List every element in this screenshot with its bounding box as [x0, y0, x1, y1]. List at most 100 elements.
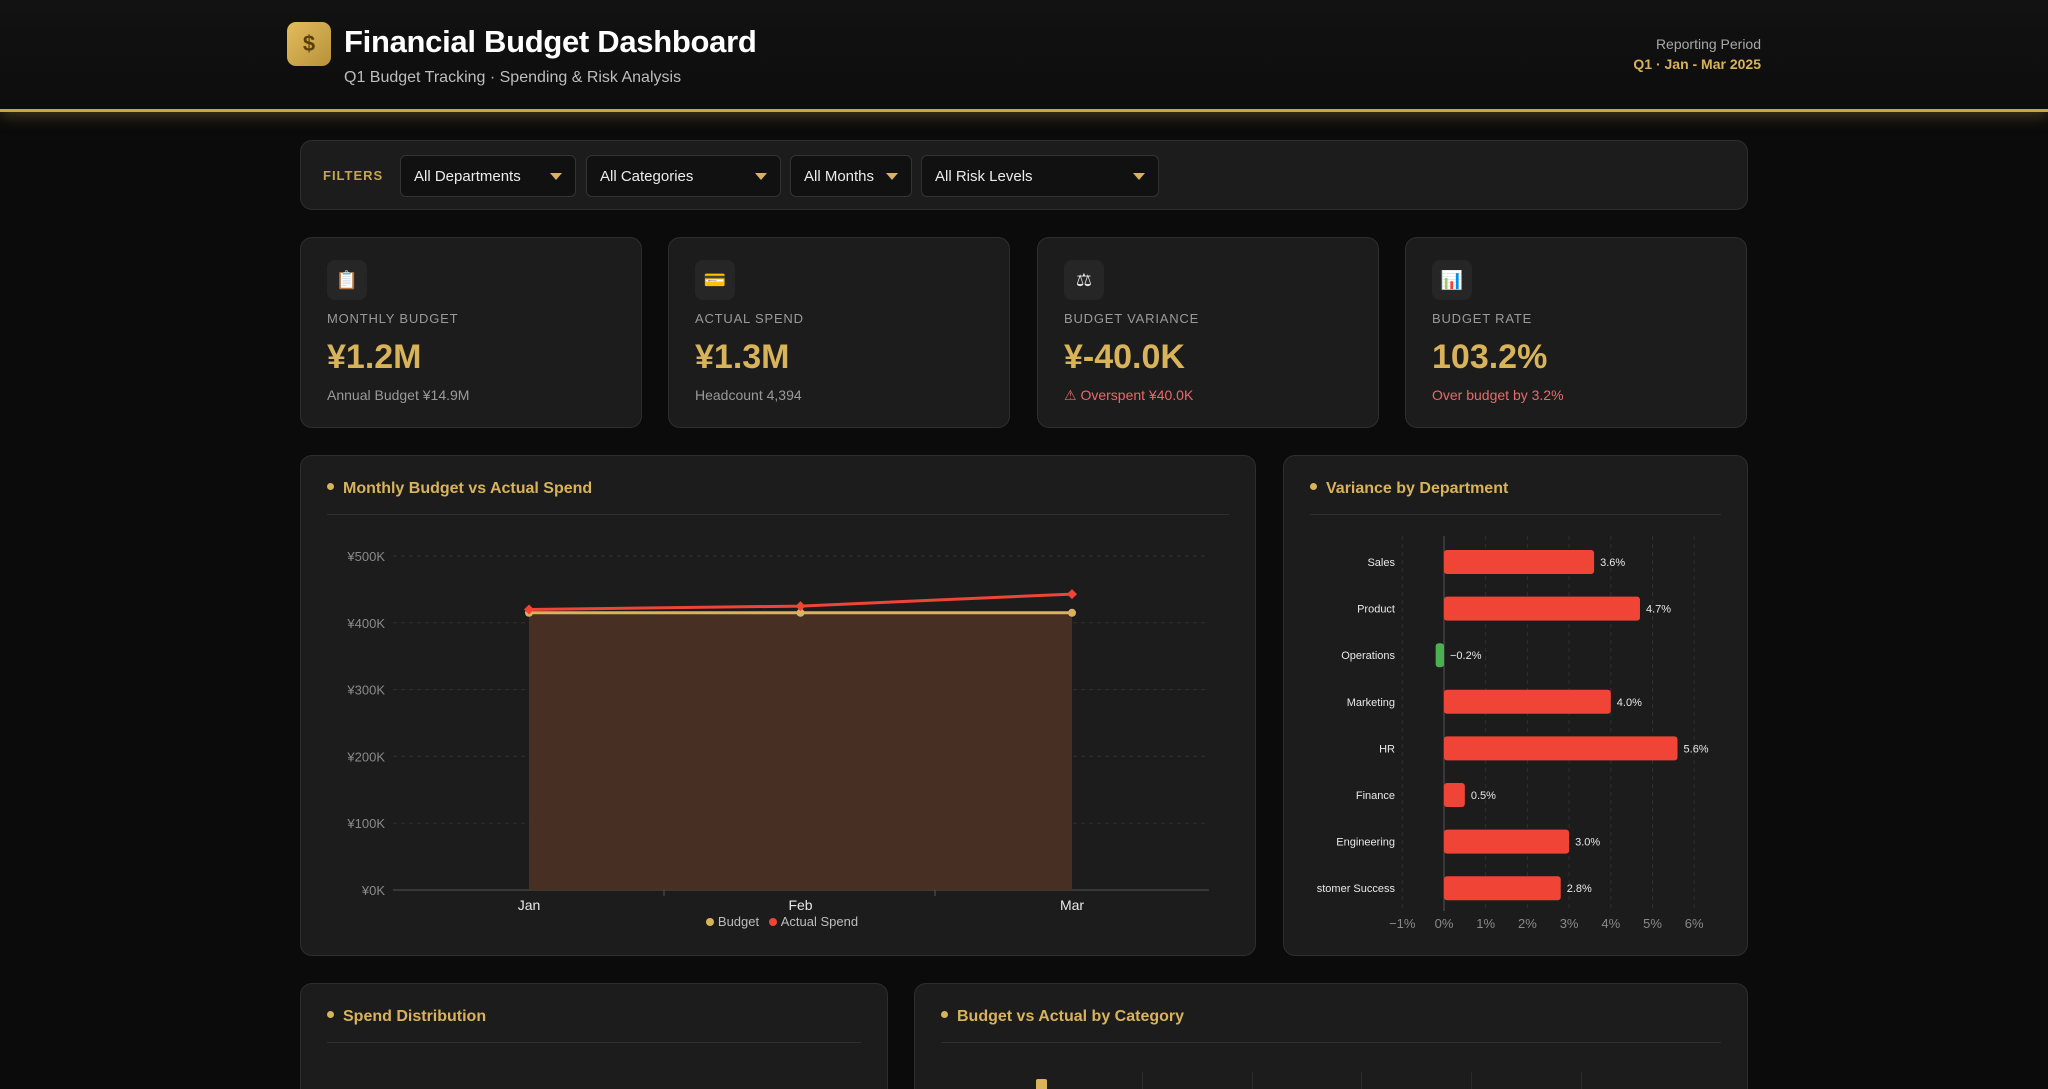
kpi-note: Annual Budget ¥14.9M	[327, 387, 470, 403]
y-tick-label: ¥100K	[346, 816, 385, 831]
x-tick-label: 0%	[1435, 916, 1454, 931]
reporting-period-value: Q1 · Jan - Mar 2025	[1633, 56, 1761, 72]
variance-bar	[1444, 829, 1570, 854]
variance-bar	[1444, 550, 1595, 574]
dot-icon	[327, 483, 334, 491]
grid-line	[1581, 1072, 1582, 1089]
kpi-value: ¥-40.0K	[1064, 338, 1185, 376]
divider	[1310, 514, 1721, 515]
category-select-value: All Categories	[600, 168, 694, 185]
card-title: Spend Distribution	[327, 1008, 486, 1026]
risk-select-value: All Risk Levels	[935, 168, 1033, 185]
variance-bar	[1444, 736, 1678, 761]
actual-point	[795, 601, 806, 612]
card-title-text: Monthly Budget vs Actual Spend	[343, 480, 593, 497]
department-select[interactable]: All Departments	[400, 155, 576, 197]
department-select-value: All Departments	[414, 168, 521, 185]
legend-budget[interactable]: Budget	[717, 914, 760, 929]
divider	[941, 1042, 1721, 1043]
x-tick-label: 3%	[1560, 916, 1579, 931]
filters-bar: FILTERS All Departments All Categories A…	[300, 140, 1748, 210]
risk-select[interactable]: All Risk Levels	[921, 155, 1159, 197]
x-tick-label: 6%	[1685, 916, 1704, 931]
y-tick-label: ¥200K	[346, 749, 385, 764]
kpi-note: Headcount 4,394	[695, 387, 802, 403]
reporting-period-label: Reporting Period	[1655, 36, 1761, 52]
department-label: Operations	[1341, 650, 1395, 662]
y-tick-label: ¥0K	[361, 883, 385, 898]
budget-area	[529, 612, 1072, 890]
legend-dot-budget	[705, 917, 714, 926]
kpi-label: MONTHLY BUDGET	[327, 311, 459, 326]
variance-value-label: 4.0%	[1617, 697, 1642, 709]
card-title-text: Budget vs Actual by Category	[957, 1008, 1185, 1025]
category-chart-card: Budget vs Actual by Category	[914, 983, 1748, 1089]
kpi-value: 103.2%	[1432, 338, 1548, 376]
x-tick-label: Jan	[518, 897, 541, 913]
scale-icon: ⚖	[1064, 260, 1104, 300]
grid-line	[1471, 1072, 1472, 1089]
variance-value-label: 2.8%	[1567, 883, 1592, 895]
kpi-label: BUDGET VARIANCE	[1064, 311, 1200, 326]
kpi-label: BUDGET RATE	[1432, 311, 1533, 326]
department-label: stomer Success	[1317, 883, 1396, 895]
actual-point	[524, 604, 534, 615]
x-tick-label: Mar	[1060, 897, 1084, 913]
monthly-line-chart: ¥0K ¥100K ¥200K ¥300K ¥400K ¥500K Jan Feb Mar	[346, 549, 1209, 913]
variance-value-label: 0.5%	[1471, 790, 1496, 802]
grid-line	[1361, 1072, 1362, 1089]
variance-value-label: 5.6%	[1684, 743, 1709, 755]
chevron-down-icon	[550, 173, 562, 180]
card-title: Variance by Department	[1310, 480, 1508, 498]
y-tick-label: ¥400K	[346, 616, 385, 631]
variance-bar	[1444, 689, 1611, 714]
top-bar: $ Financial Budget Dashboard Q1 Budget T…	[0, 0, 2048, 112]
month-select[interactable]: All Months	[790, 155, 912, 197]
department-label: Sales	[1367, 557, 1395, 569]
grid-line	[1142, 1072, 1143, 1089]
grid-line	[1252, 1072, 1253, 1089]
spend-distribution-card: Spend Distribution	[300, 983, 888, 1089]
department-label: Product	[1357, 604, 1395, 616]
budget-point	[1068, 608, 1076, 617]
card-title-text: Spend Distribution	[343, 1008, 487, 1025]
x-tick-label: 4%	[1601, 916, 1620, 931]
legend-actual[interactable]: Actual Spend	[780, 914, 859, 929]
credit-card-icon: 💳	[695, 260, 735, 300]
monthly-chart-card: Monthly Budget vs Actual Spend ¥0K ¥100K ¥…	[300, 455, 1256, 956]
variance-bar	[1444, 596, 1640, 621]
page-title: Financial Budget Dashboard	[344, 24, 757, 59]
clipboard-icon: 📋	[327, 260, 367, 300]
variance-bar	[1444, 783, 1465, 807]
actual-point	[1067, 589, 1077, 600]
variance-bar-chart: −1% 0% 1% 2% 3% 4% 5% 6% Sales 3.6% Product 4.7% Ope…	[1317, 536, 1709, 931]
x-tick-label: 2%	[1518, 916, 1537, 931]
kpi-value: ¥1.2M	[327, 338, 422, 376]
divider	[327, 514, 1229, 515]
variance-bar	[1435, 643, 1444, 668]
kpi-actual-spend: 💳 ACTUAL SPEND ¥1.3M Headcount 4,394	[668, 237, 1010, 428]
category-select[interactable]: All Categories	[586, 155, 781, 197]
dot-icon	[327, 1011, 334, 1019]
variance-value-label: 3.0%	[1575, 837, 1600, 849]
card-title: Budget vs Actual by Category	[941, 1008, 1184, 1026]
chart-legend: Budget Actual Spend	[301, 914, 1257, 929]
kpi-note-warning: Over budget by 3.2%	[1432, 387, 1564, 403]
divider	[327, 1042, 861, 1043]
page-subtitle: Q1 Budget Tracking · Spending & Risk Ana…	[344, 69, 682, 86]
kpi-label: ACTUAL SPEND	[695, 311, 804, 326]
category-bar-partial	[1036, 1079, 1047, 1089]
card-title-text: Variance by Department	[1326, 480, 1509, 497]
month-select-value: All Months	[804, 168, 875, 185]
x-tick-label: 1%	[1476, 916, 1495, 931]
dot-icon	[941, 1011, 948, 1019]
department-label: HR	[1379, 743, 1395, 755]
variance-chart-card: Variance by Department −1% 0% 1% 2% 3% 4% 5% 6%…	[1283, 455, 1748, 956]
kpi-note-warning: ⚠ Overspent ¥40.0K	[1064, 387, 1194, 403]
kpi-budget-rate: 📊 BUDGET RATE 103.2% Over budget by 3.2%	[1405, 237, 1747, 428]
department-label: Engineering	[1336, 837, 1395, 849]
dot-icon	[1310, 483, 1317, 491]
department-label: Finance	[1356, 790, 1395, 802]
department-label: Marketing	[1347, 697, 1395, 709]
filters-label: FILTERS	[323, 168, 384, 183]
